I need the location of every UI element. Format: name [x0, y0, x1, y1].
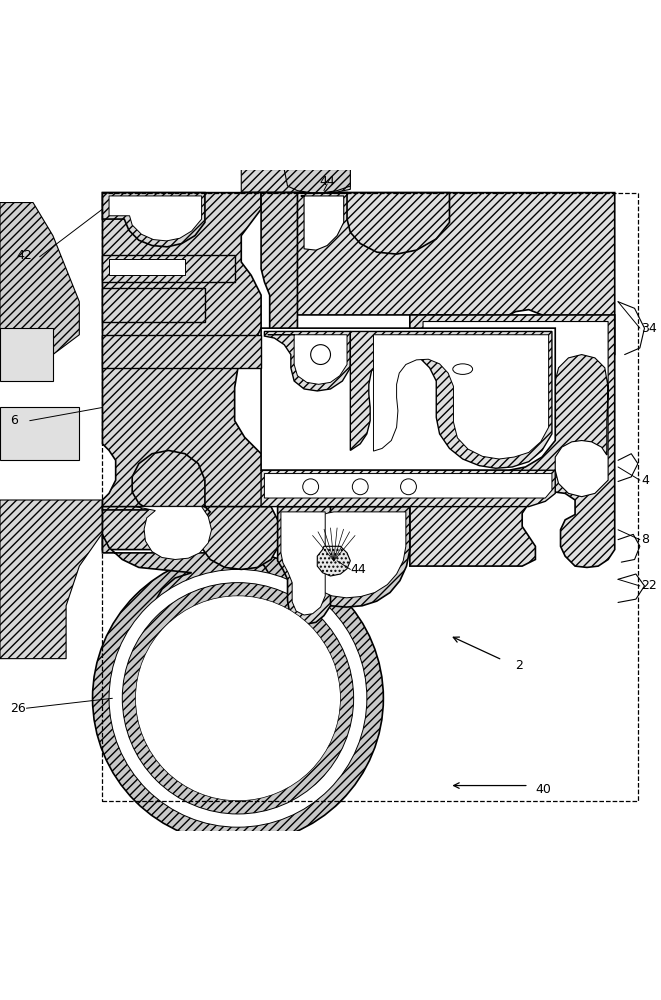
Polygon shape — [0, 203, 79, 355]
Polygon shape — [284, 193, 615, 376]
Text: 34: 34 — [641, 322, 657, 335]
Polygon shape — [317, 546, 350, 576]
Polygon shape — [373, 335, 549, 459]
Text: 42: 42 — [17, 249, 32, 262]
Polygon shape — [284, 169, 350, 193]
Polygon shape — [301, 196, 344, 250]
Polygon shape — [102, 193, 271, 550]
Circle shape — [109, 569, 367, 827]
Text: 6: 6 — [10, 414, 18, 427]
Text: 22: 22 — [641, 579, 657, 592]
Polygon shape — [102, 255, 235, 282]
Text: 44: 44 — [319, 175, 335, 188]
Text: 2: 2 — [516, 659, 524, 672]
Polygon shape — [350, 331, 552, 468]
Circle shape — [122, 583, 354, 814]
Polygon shape — [301, 512, 406, 598]
Polygon shape — [268, 335, 347, 384]
Polygon shape — [281, 512, 325, 615]
Polygon shape — [102, 288, 205, 322]
Polygon shape — [132, 507, 212, 559]
Polygon shape — [261, 470, 555, 507]
Polygon shape — [109, 259, 185, 275]
Polygon shape — [423, 322, 608, 497]
Polygon shape — [109, 196, 202, 241]
Circle shape — [401, 479, 416, 495]
Text: 44: 44 — [350, 563, 366, 576]
Polygon shape — [0, 500, 102, 659]
Bar — [102, 193, 638, 801]
Circle shape — [93, 553, 383, 844]
Polygon shape — [102, 193, 205, 247]
Polygon shape — [0, 407, 79, 460]
Polygon shape — [410, 315, 615, 567]
Polygon shape — [261, 328, 555, 470]
Text: 8: 8 — [641, 533, 649, 546]
Polygon shape — [102, 335, 261, 368]
Circle shape — [136, 596, 340, 801]
Text: 26: 26 — [10, 702, 26, 715]
Polygon shape — [102, 534, 278, 671]
Polygon shape — [102, 450, 281, 569]
Text: 40: 40 — [535, 783, 551, 796]
Polygon shape — [261, 193, 297, 341]
Polygon shape — [241, 169, 350, 192]
Ellipse shape — [453, 364, 473, 374]
Polygon shape — [0, 169, 661, 830]
Polygon shape — [295, 507, 410, 607]
Polygon shape — [278, 507, 330, 624]
Circle shape — [303, 479, 319, 495]
Text: 4: 4 — [641, 474, 649, 487]
Circle shape — [352, 479, 368, 495]
Polygon shape — [264, 474, 552, 498]
Polygon shape — [0, 328, 53, 381]
Polygon shape — [264, 331, 350, 391]
Polygon shape — [297, 193, 449, 254]
Circle shape — [311, 345, 330, 364]
